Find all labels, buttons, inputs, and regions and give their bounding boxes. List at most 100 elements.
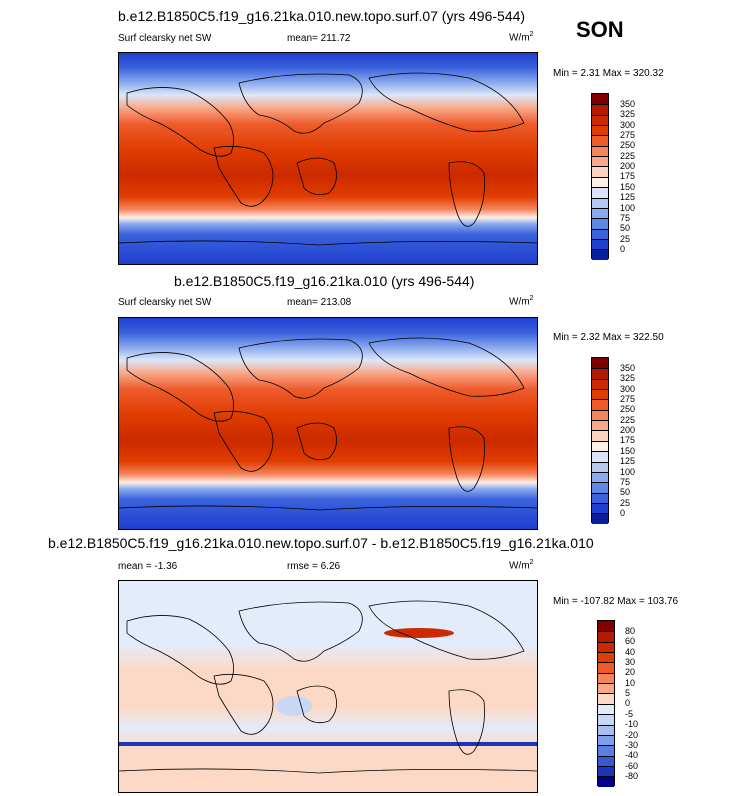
colorbar2-label: 325: [620, 373, 636, 383]
panel3-colorbar: [597, 620, 615, 787]
colorbar2-label: 300: [620, 384, 636, 394]
panel3-field: [119, 581, 537, 792]
colorbar-cell: [592, 166, 608, 177]
colorbar1-label: 250: [620, 140, 636, 150]
colorbar1-label: 150: [620, 182, 636, 192]
colorbar-cell: [598, 631, 614, 642]
panel3-units: W/m2: [509, 559, 534, 572]
colorbar-cell: [592, 177, 608, 188]
panel1-units: W/m2: [509, 31, 534, 44]
colorbar-cell: [598, 725, 614, 736]
colorbar1-label: 225: [620, 151, 636, 161]
colorbar3-label: 0: [625, 698, 631, 708]
panel1-colorbar: [591, 93, 609, 260]
panel3-coastlines: [119, 600, 537, 774]
colorbar2-label: 250: [620, 404, 636, 414]
panel2-mean: mean= 213.08: [287, 297, 352, 308]
panel3-map: [118, 580, 538, 793]
colorbar2-label: 225: [620, 415, 636, 425]
colorbar2-label: 50: [620, 487, 631, 497]
colorbar1-label: 275: [620, 130, 636, 140]
panel3-mean: mean = -1.36: [118, 561, 178, 572]
colorbar-cell: [592, 513, 608, 524]
panel1-variable: Surf clearsky net SW: [118, 33, 212, 44]
colorbar-cell: [592, 379, 608, 390]
colorbar1-label: 75: [620, 213, 631, 223]
colorbar-cell: [592, 482, 608, 493]
colorbar-cell: [598, 756, 614, 767]
colorbar3-label: -60: [625, 761, 639, 771]
colorbar2-label: 125: [620, 456, 636, 466]
panel2-minmax: Min = 2.32 Max = 322.50: [553, 332, 664, 343]
colorbar2-label: 175: [620, 435, 636, 445]
colorbar3-label: -20: [625, 730, 639, 740]
panel1-title: b.e12.B1850C5.f19_g16.21ka.010.new.topo.…: [118, 8, 526, 24]
colorbar1-label: 25: [620, 234, 631, 244]
colorbar3-label: -5: [625, 709, 634, 719]
colorbar3-label: -10: [625, 719, 639, 729]
colorbar3-label: 30: [625, 657, 636, 667]
colorbar3-label: 80: [625, 626, 636, 636]
diff-hotspot: [384, 628, 454, 638]
colorbar-cell: [592, 135, 608, 146]
colorbar3-label: -80: [625, 771, 639, 781]
colorbar-cell: [592, 187, 608, 198]
panel2-map: [118, 317, 538, 530]
colorbar1-label: 325: [620, 109, 636, 119]
colorbar1-label: 175: [620, 171, 636, 181]
colorbar2-label: 25: [620, 498, 631, 508]
colorbar-cell: [592, 420, 608, 431]
colorbar1-label: 125: [620, 192, 636, 202]
panel3-minmax: Min = -107.82 Max = 103.76: [553, 596, 679, 607]
colorbar-cell: [598, 621, 614, 632]
colorbar-cell: [592, 472, 608, 483]
colorbar-cell: [592, 198, 608, 209]
colorbar1-label: 100: [620, 203, 636, 213]
colorbar-cell: [592, 115, 608, 126]
panel2-variable: Surf clearsky net SW: [118, 297, 212, 308]
colorbar3-label: -40: [625, 750, 639, 760]
colorbar-cell: [598, 652, 614, 663]
panel3-rmse: rmse = 6.26: [287, 561, 341, 572]
colorbar2-label: 275: [620, 394, 636, 404]
panel2-field: [119, 318, 537, 529]
panel1-coastlines: [119, 72, 537, 246]
colorbar3-label: -30: [625, 740, 639, 750]
colorbar-cell: [592, 208, 608, 219]
colorbar-cell: [592, 146, 608, 157]
colorbar3-label: 40: [625, 647, 636, 657]
colorbar-cell: [592, 430, 608, 441]
colorbar2-label: 100: [620, 467, 636, 477]
colorbar2-label: 350: [620, 363, 636, 373]
colorbar3-label: 20: [625, 667, 636, 677]
colorbar3-label: 5: [625, 688, 631, 698]
colorbar-cell: [592, 358, 608, 369]
colorbar3-label: 60: [625, 636, 636, 646]
panel2-units: W/m2: [509, 295, 534, 308]
colorbar-cell: [592, 94, 608, 105]
colorbar1-label: 50: [620, 223, 631, 233]
colorbar-cell: [592, 239, 608, 250]
panel2-coastlines: [119, 337, 537, 511]
colorbar1-label: 350: [620, 99, 636, 109]
colorbar2-label: 75: [620, 477, 631, 487]
colorbar2-label: 150: [620, 446, 636, 456]
colorbar-cell: [598, 776, 614, 787]
panel3-title: b.e12.B1850C5.f19_g16.21ka.010.new.topo.…: [48, 535, 594, 551]
colorbar2-label: 0: [620, 508, 626, 518]
colorbar-cell: [598, 714, 614, 725]
diff-coolspot: [276, 696, 312, 716]
colorbar-cell: [592, 410, 608, 421]
colorbar-cell: [592, 156, 608, 167]
colorbar-cell: [598, 683, 614, 694]
colorbar1-label: 0: [620, 244, 626, 254]
colorbar-cell: [598, 766, 614, 777]
colorbar-cell: [598, 642, 614, 653]
colorbar-cell: [592, 229, 608, 240]
colorbar-cell: [598, 704, 614, 715]
colorbar1-label: 200: [620, 161, 636, 171]
colorbar-cell: [592, 249, 608, 260]
colorbar-cell: [592, 493, 608, 504]
colorbar-cell: [592, 125, 608, 136]
panel1-mean: mean= 211.72: [287, 33, 351, 44]
